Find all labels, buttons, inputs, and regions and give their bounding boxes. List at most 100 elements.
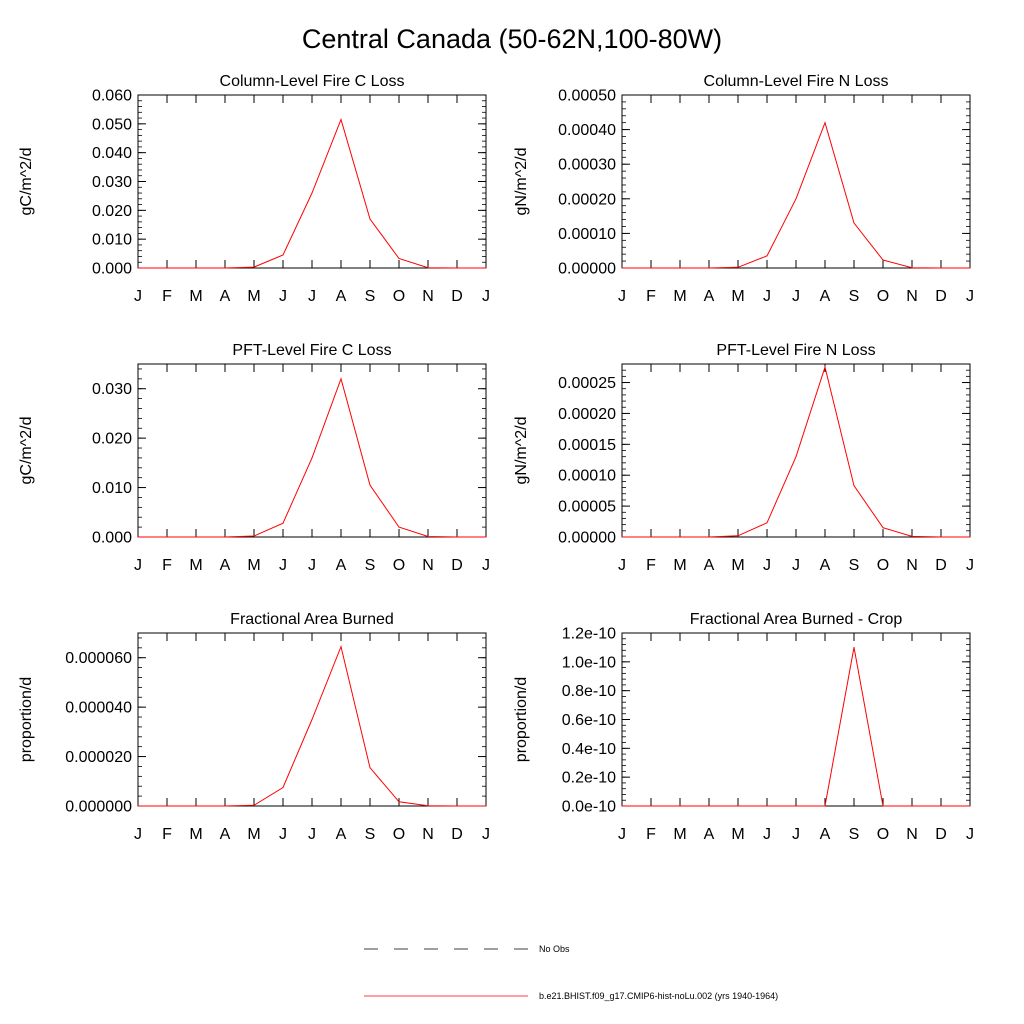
y-axis-label: gC/m^2/d <box>18 417 35 485</box>
chart-panel-4: PFT-Level Fire N Loss gN/m^2/d 0.00000 0.00… <box>513 342 974 574</box>
plot-frame <box>621 363 971 538</box>
y-axis-label: gC/m^2/d <box>18 148 35 216</box>
data-point <box>369 767 371 769</box>
chart-title: PFT-Level Fire N Loss <box>716 342 875 359</box>
data-point <box>766 522 768 524</box>
x-tick-label: S <box>365 557 376 574</box>
y-axis-label: proportion/d <box>18 677 35 762</box>
data-point <box>824 122 826 124</box>
x-tick-label: J <box>308 288 316 305</box>
x-tick-label: S <box>849 288 860 305</box>
data-point <box>824 366 826 368</box>
y-tick-label: 0.010 <box>92 480 132 497</box>
page-title: Central Canada (50-62N,100-80W) <box>301 24 723 54</box>
x-tick-label: D <box>451 826 463 843</box>
x-tick-label: J <box>792 288 800 305</box>
data-point <box>940 267 942 269</box>
data-point <box>679 267 681 269</box>
data-point <box>969 805 971 807</box>
y-tick-label: 0.00040 <box>558 122 616 139</box>
data-point <box>340 119 342 121</box>
x-tick-label: N <box>422 557 434 574</box>
data-point <box>795 456 797 458</box>
data-point <box>911 267 913 269</box>
y-tick-label: 0.060 <box>92 88 132 105</box>
x-tick-label: D <box>451 557 463 574</box>
data-point <box>882 527 884 529</box>
y-tick-label: 0.2e-10 <box>562 770 616 787</box>
data-point <box>224 805 226 807</box>
data-point <box>369 218 371 220</box>
data-point <box>679 805 681 807</box>
data-point <box>737 805 739 807</box>
data-point <box>311 457 313 459</box>
series-line <box>138 644 486 807</box>
x-tick-label: J <box>279 826 287 843</box>
legend-label-no-obs: No Obs <box>539 944 570 954</box>
data-point <box>708 267 710 269</box>
data-point <box>166 536 168 538</box>
data-point <box>621 805 623 807</box>
x-tick-label: D <box>935 826 947 843</box>
x-tick-label: M <box>247 557 260 574</box>
x-tick-label: N <box>906 288 918 305</box>
x-tick-label: N <box>422 288 434 305</box>
data-point <box>253 266 255 268</box>
y-tick-label: 0.040 <box>92 145 132 162</box>
x-tick-label: J <box>618 826 626 843</box>
y-axis-label: gN/m^2/d <box>513 148 530 216</box>
chart-panels: Column-Level Fire C Loss gC/m^2/d 0.000 0.0… <box>18 73 974 843</box>
data-point <box>282 786 284 788</box>
x-tick-label: O <box>393 826 405 843</box>
y-tick-label: 0.000020 <box>65 749 132 766</box>
x-tick-label: A <box>220 826 231 843</box>
legend-label-model: b.e21.BHIST.f09_g17.CMIP6-hist-noLu.002 … <box>539 991 778 1001</box>
data-point <box>427 536 429 538</box>
x-tick-label: M <box>731 826 744 843</box>
data-point <box>795 198 797 200</box>
x-tick-label: D <box>935 557 947 574</box>
x-tick-label: J <box>279 557 287 574</box>
x-tick-label: O <box>877 557 889 574</box>
y-tick-label: 0.000040 <box>65 700 132 717</box>
x-tick-label: M <box>673 826 686 843</box>
data-point <box>253 804 255 806</box>
y-tick-label: 0.00050 <box>558 88 616 105</box>
data-point <box>282 522 284 524</box>
x-tick-label: O <box>393 557 405 574</box>
x-tick-label: M <box>247 826 260 843</box>
x-tick-label: A <box>220 557 231 574</box>
x-tick-label: O <box>877 826 889 843</box>
x-tick-label: A <box>336 826 347 843</box>
data-point <box>708 805 710 807</box>
y-axis-label: proportion/d <box>513 677 530 762</box>
x-tick-label: N <box>422 826 434 843</box>
data-point <box>427 805 429 807</box>
chart-title: PFT-Level Fire C Loss <box>232 342 391 359</box>
data-point <box>224 267 226 269</box>
y-tick-label: 0.000 <box>92 261 132 278</box>
data-point <box>456 267 458 269</box>
y-tick-label: 0.00015 <box>558 437 616 454</box>
data-point <box>195 805 197 807</box>
y-tick-label: 0.00020 <box>558 406 616 423</box>
data-point <box>195 536 197 538</box>
chart-title: Fractional Area Burned - Crop <box>690 611 903 628</box>
data-point <box>969 267 971 269</box>
y-tick-label: 0.6e-10 <box>562 712 616 729</box>
x-tick-label: O <box>877 288 889 305</box>
data-point <box>737 535 739 537</box>
x-tick-label: F <box>162 826 172 843</box>
data-point <box>969 536 971 538</box>
chart-title: Fractional Area Burned <box>230 611 394 628</box>
y-tick-label: 0.00025 <box>558 375 616 392</box>
y-tick-label: 0.4e-10 <box>562 741 616 758</box>
y-tick-label: 0.00010 <box>558 468 616 485</box>
y-axis-label: gN/m^2/d <box>513 417 530 485</box>
data-point <box>650 267 652 269</box>
x-tick-label: F <box>646 826 656 843</box>
y-tick-label: 0.8e-10 <box>562 683 616 700</box>
data-point <box>137 805 139 807</box>
x-tick-label: F <box>162 288 172 305</box>
y-tick-label: 0.00000 <box>558 530 616 547</box>
